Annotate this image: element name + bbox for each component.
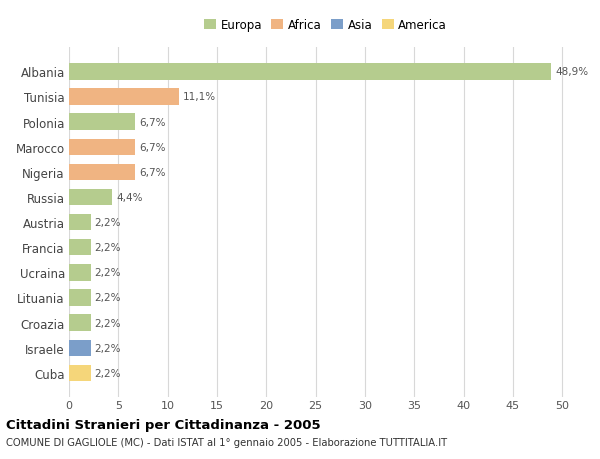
Text: Cittadini Stranieri per Cittadinanza - 2005: Cittadini Stranieri per Cittadinanza - 2… [6,418,320,431]
Text: 2,2%: 2,2% [95,343,121,353]
Text: 2,2%: 2,2% [95,268,121,278]
Bar [69,114,135,130]
Text: 6,7%: 6,7% [139,168,166,178]
Bar [69,164,135,181]
Text: 2,2%: 2,2% [95,318,121,328]
Bar [69,64,551,80]
Bar [69,290,91,306]
Text: 6,7%: 6,7% [139,118,166,127]
Text: 11,1%: 11,1% [182,92,215,102]
Text: 2,2%: 2,2% [95,243,121,252]
Bar [69,340,91,356]
Bar [69,315,91,331]
Bar [69,139,135,156]
Text: 2,2%: 2,2% [95,218,121,228]
Bar [69,365,91,381]
Text: 6,7%: 6,7% [139,142,166,152]
Bar [69,89,179,106]
Text: 2,2%: 2,2% [95,368,121,378]
Legend: Europa, Africa, Asia, America: Europa, Africa, Asia, America [199,14,452,36]
Text: COMUNE DI GAGLIOLE (MC) - Dati ISTAT al 1° gennaio 2005 - Elaborazione TUTTITALI: COMUNE DI GAGLIOLE (MC) - Dati ISTAT al … [6,437,447,447]
Text: 4,4%: 4,4% [116,193,143,202]
Bar [69,240,91,256]
Text: 48,9%: 48,9% [556,67,589,77]
Text: 2,2%: 2,2% [95,293,121,303]
Bar [69,190,112,206]
Bar [69,214,91,231]
Bar [69,264,91,281]
